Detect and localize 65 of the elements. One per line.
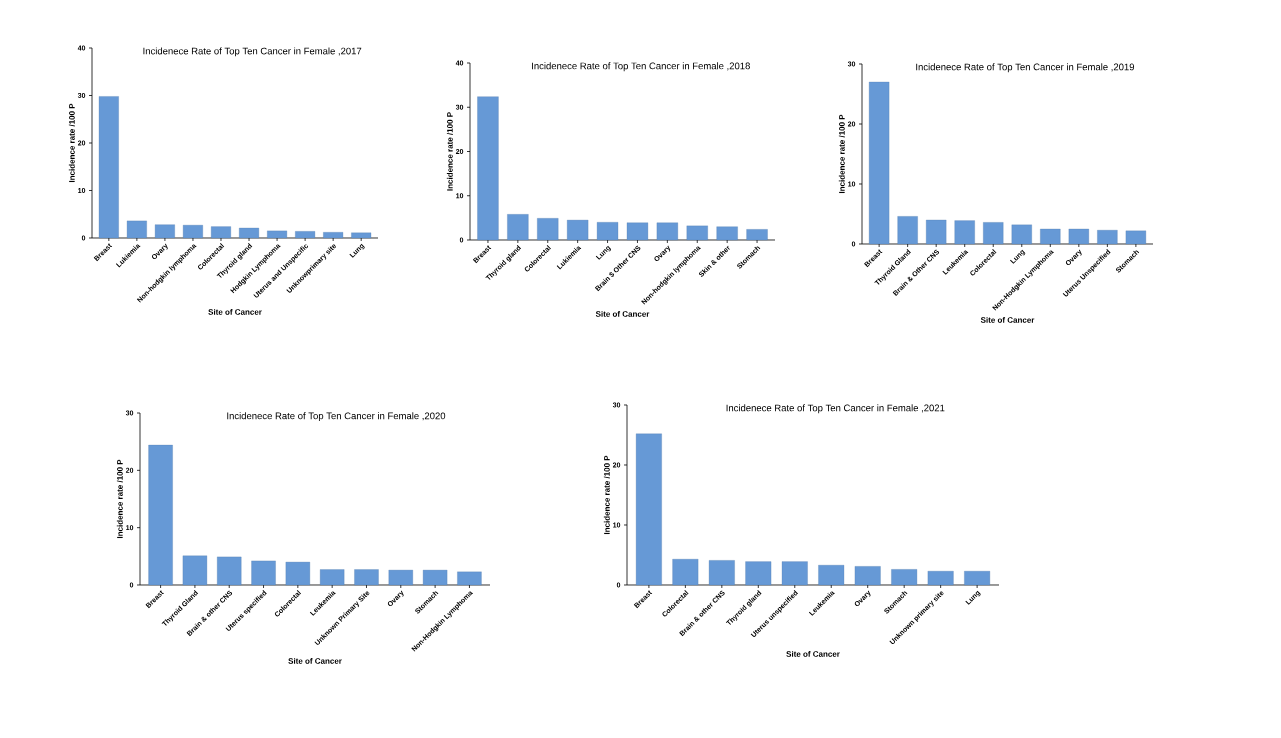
bar — [672, 559, 699, 586]
bar — [507, 214, 529, 241]
y-axis-title: Incidence rate /100 P — [446, 112, 453, 191]
bar — [251, 560, 276, 586]
y-axis-title: Incidence rate /100 P — [116, 459, 123, 539]
bar — [285, 561, 311, 586]
bar — [686, 225, 708, 241]
bar — [1011, 224, 1032, 245]
bar — [781, 561, 808, 586]
bar — [388, 569, 413, 586]
bar — [1068, 228, 1089, 245]
x-axis-title: Site of Cancer — [208, 308, 262, 315]
bar — [567, 219, 589, 241]
bar — [708, 560, 735, 586]
bar — [868, 81, 890, 245]
bar — [457, 571, 482, 586]
bar — [716, 226, 738, 241]
y-axis-title: Incidence rate /100 P — [68, 103, 75, 183]
bar — [239, 227, 259, 239]
bar — [746, 229, 768, 241]
bar — [320, 569, 345, 586]
chart-title: Incidenece Rate of Top Ten Cancer in Female ,2017 — [143, 47, 362, 57]
chart-title: Incidenece Rate of Top Ten Cancer in Female ,2019 — [916, 63, 1135, 73]
bar — [217, 556, 242, 586]
bar — [422, 569, 448, 586]
bar — [351, 232, 372, 239]
bar — [154, 224, 175, 239]
bar — [626, 222, 649, 241]
bar — [267, 230, 288, 239]
bar — [98, 96, 119, 239]
bar — [983, 222, 1004, 245]
chart-title: Incidenece Rate of Top Ten Cancer in Female ,2018 — [532, 62, 750, 72]
bar — [182, 555, 208, 586]
bar — [148, 444, 173, 586]
bar — [635, 433, 662, 586]
chart-title: Incidenece Rate of Top Ten Cancer in Female ,2020 — [227, 412, 446, 422]
y-axis-title: Incidence rate /100 P — [603, 455, 610, 535]
bar — [211, 226, 231, 239]
bar — [126, 220, 147, 239]
x-axis-title: Site of Cancer — [980, 316, 1035, 323]
bar — [323, 232, 344, 239]
bar — [897, 216, 918, 245]
bar — [818, 565, 845, 586]
bar — [854, 566, 881, 586]
bar — [954, 220, 975, 245]
bar — [354, 569, 379, 586]
chart-title: Incidenece Rate of Top Ten Cancer in Female ,2021 — [726, 404, 945, 414]
bar — [891, 569, 918, 586]
x-axis-title: Site of Cancer — [288, 657, 342, 664]
bar — [964, 571, 991, 586]
x-axis-title: Site of Cancer — [595, 310, 650, 317]
x-axis-title: Site of Cancer — [786, 650, 840, 657]
bar — [927, 571, 954, 586]
bar — [1040, 228, 1061, 245]
bar — [745, 561, 772, 586]
bar — [1125, 230, 1147, 245]
bar — [537, 218, 559, 241]
y-axis-title: Incidence rate /100 P — [838, 114, 845, 194]
bar — [477, 96, 499, 241]
bar — [656, 222, 678, 241]
bar — [182, 225, 203, 239]
bar — [295, 231, 316, 239]
bar — [1097, 230, 1118, 245]
bar — [596, 222, 619, 241]
bar — [926, 219, 947, 245]
